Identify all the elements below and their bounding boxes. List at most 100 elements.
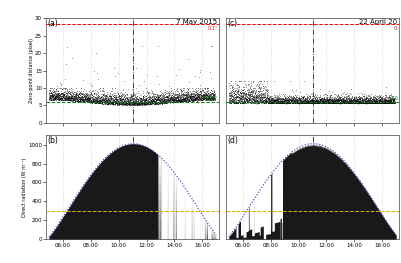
- Point: [370, 100, 377, 105]
- Point: [113, 90, 120, 95]
- Point: [176, 94, 182, 99]
- Point: [103, 94, 109, 98]
- Point: [324, 100, 331, 104]
- Point: [210, 97, 216, 101]
- Point: [389, 99, 395, 104]
- Point: [94, 89, 101, 93]
- Point: [371, 99, 377, 103]
- Point: [88, 98, 94, 102]
- Point: [365, 100, 372, 104]
- Point: [136, 102, 143, 106]
- Point: [111, 101, 118, 105]
- Point: [364, 100, 371, 104]
- Point: [99, 92, 106, 96]
- Point: [389, 99, 395, 103]
- Point: [339, 101, 345, 105]
- Point: [366, 98, 373, 102]
- Point: [152, 102, 159, 106]
- Point: [113, 96, 119, 100]
- Point: [142, 100, 148, 104]
- Point: [90, 95, 96, 100]
- Point: [238, 99, 245, 103]
- Point: [284, 99, 290, 103]
- Point: [368, 100, 374, 105]
- Point: [50, 98, 57, 102]
- Point: [327, 94, 333, 98]
- Point: [199, 97, 205, 102]
- Point: [352, 96, 358, 100]
- Point: [238, 97, 244, 102]
- Point: [94, 99, 101, 103]
- Point: [374, 98, 380, 102]
- Point: [271, 99, 277, 103]
- Point: [101, 98, 107, 102]
- Point: [49, 93, 56, 97]
- Point: [103, 94, 109, 98]
- Point: [316, 100, 322, 104]
- Point: [258, 100, 265, 105]
- Point: [229, 100, 236, 104]
- Point: [117, 100, 123, 104]
- Point: [346, 101, 353, 105]
- Point: [182, 92, 188, 96]
- Point: [139, 102, 145, 107]
- Point: [251, 96, 258, 100]
- Point: [210, 96, 216, 100]
- Point: [87, 100, 94, 104]
- Point: [142, 102, 149, 106]
- Point: [339, 96, 346, 100]
- Point: [336, 98, 343, 102]
- Point: [326, 100, 332, 105]
- Point: [122, 102, 129, 106]
- Point: [326, 100, 333, 105]
- Point: [322, 92, 328, 96]
- Point: [368, 101, 375, 105]
- Point: [285, 100, 292, 104]
- Point: [209, 94, 215, 98]
- Point: [115, 97, 121, 101]
- Point: [374, 101, 381, 105]
- Point: [96, 100, 103, 104]
- Point: [109, 102, 116, 106]
- Point: [301, 99, 307, 103]
- Point: [148, 95, 155, 99]
- Point: [272, 99, 279, 104]
- Point: [140, 102, 147, 106]
- Point: [119, 103, 125, 107]
- Point: [135, 102, 141, 106]
- Point: [325, 101, 331, 105]
- Point: [254, 94, 261, 99]
- Point: [157, 93, 163, 97]
- Point: [144, 96, 150, 100]
- Point: [82, 95, 88, 100]
- Point: [248, 90, 255, 94]
- Point: [159, 91, 165, 95]
- Point: [293, 100, 299, 104]
- Point: [274, 98, 280, 102]
- Point: [255, 93, 261, 98]
- Point: [255, 96, 261, 100]
- Point: [166, 98, 172, 103]
- Point: [344, 98, 350, 103]
- Point: [103, 96, 110, 100]
- Point: [82, 99, 88, 103]
- Point: [149, 97, 155, 101]
- Point: [270, 96, 277, 100]
- Point: [290, 94, 296, 98]
- Point: [188, 93, 194, 97]
- Point: [58, 83, 64, 87]
- Point: [290, 90, 297, 94]
- Point: [93, 99, 99, 103]
- Point: [115, 99, 121, 104]
- Point: [265, 100, 271, 105]
- Point: [77, 97, 83, 101]
- Point: [307, 98, 313, 103]
- Point: [261, 96, 267, 100]
- Point: [153, 95, 160, 99]
- Point: [130, 97, 137, 101]
- Point: [139, 102, 146, 106]
- Point: [235, 98, 242, 102]
- Point: [193, 90, 200, 94]
- Point: [388, 97, 394, 101]
- Point: [316, 101, 322, 105]
